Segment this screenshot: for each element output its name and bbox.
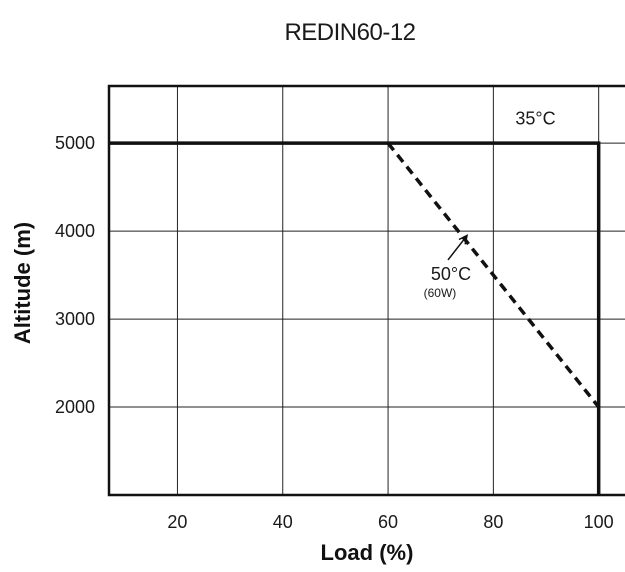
chart-title: REDIN60-12 bbox=[284, 19, 415, 46]
plot-frame bbox=[107, 84, 625, 497]
x-tick-label: 80 bbox=[483, 512, 503, 532]
x-tick-label: 60 bbox=[378, 512, 398, 532]
annotation-50c: 50°C bbox=[431, 264, 471, 284]
y-tick-label: 2000 bbox=[55, 397, 95, 417]
annotation-50c-note: (60W) bbox=[424, 286, 457, 300]
x-tick-label: 20 bbox=[167, 512, 187, 532]
y-tick-label: 5000 bbox=[55, 133, 95, 153]
y-axis-label: Altitude (m) bbox=[10, 222, 35, 344]
y-tick-label: 3000 bbox=[55, 309, 95, 329]
x-tick-label: 40 bbox=[273, 512, 293, 532]
plot-background bbox=[109, 86, 625, 495]
y-tick-labels: 2000 3000 4000 5000 bbox=[55, 133, 95, 417]
series-line-35c bbox=[109, 141, 601, 495]
annotations-group: 35°C 50°C (60W) bbox=[424, 109, 556, 300]
series-line-50c bbox=[386, 142, 601, 409]
x-tick-label: 100 bbox=[584, 512, 614, 532]
plot-area: 35°C 50°C (60W) bbox=[107, 84, 625, 497]
annotation-arrow-head bbox=[458, 234, 469, 245]
y-tick-label: 4000 bbox=[55, 221, 95, 241]
annotation-arrow bbox=[447, 235, 468, 261]
series-group bbox=[109, 141, 601, 495]
x-axis-label: Load (%) bbox=[321, 540, 414, 565]
annotation-35c: 35°C bbox=[515, 109, 555, 129]
x-tick-labels: 20 40 60 80 100 bbox=[167, 512, 613, 532]
